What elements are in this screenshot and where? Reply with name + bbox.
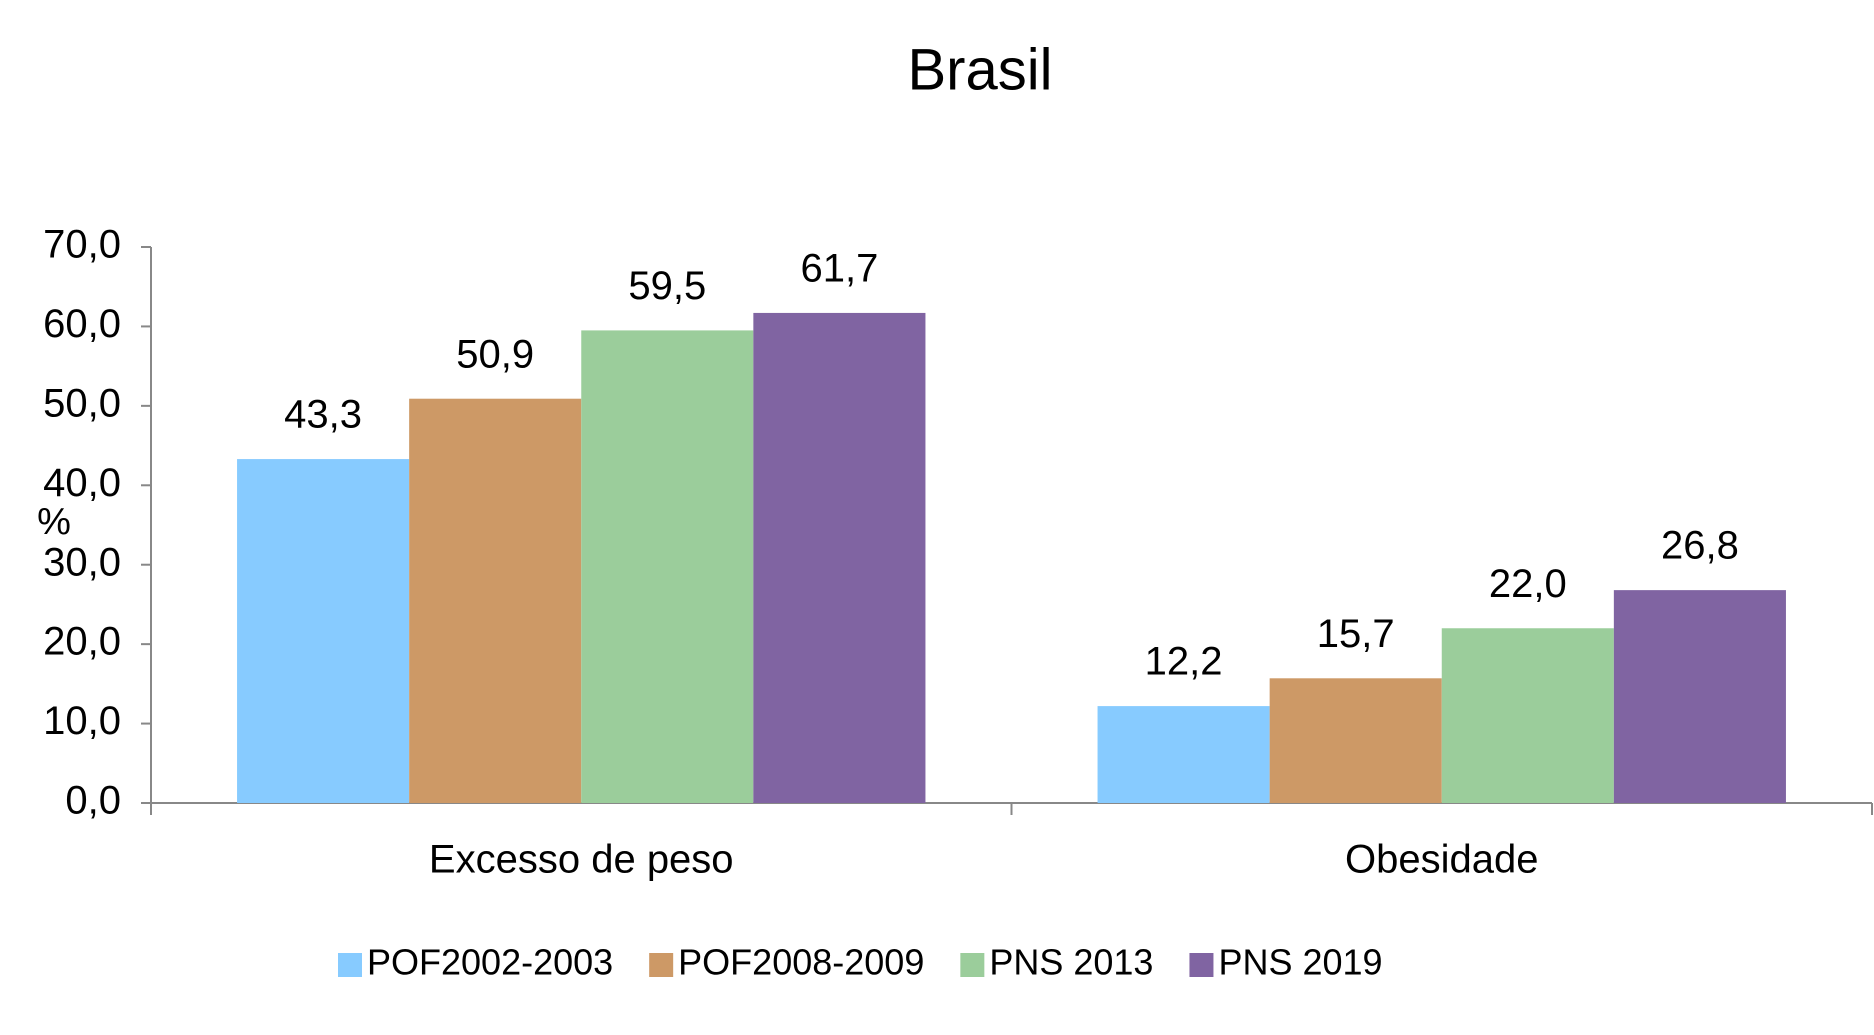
x-tick-label: Obesidade [1345, 838, 1538, 882]
y-axis-label: % [37, 501, 71, 543]
y-tick-label: 20,0 [43, 620, 121, 664]
bar [1269, 678, 1442, 803]
data-label: 12,2 [1145, 640, 1223, 684]
bar [409, 398, 582, 803]
data-label: 26,8 [1661, 524, 1739, 568]
y-tick-label: 30,0 [43, 540, 121, 584]
y-tick-label: 0,0 [65, 779, 121, 823]
bar [1097, 706, 1270, 803]
y-tick-label: 70,0 [43, 223, 121, 267]
chart-title: Brasil [907, 37, 1052, 102]
bar [1613, 590, 1786, 803]
data-label: 43,3 [284, 393, 362, 437]
legend-label: POF2008-2009 [678, 942, 924, 983]
legend-swatch [960, 953, 985, 977]
legend-swatch [338, 953, 362, 977]
data-label: 22,0 [1489, 562, 1567, 606]
legend-label: PNS 2013 [989, 942, 1153, 983]
y-tick-label: 10,0 [43, 699, 121, 743]
data-label: 50,9 [456, 332, 534, 376]
bar [1441, 628, 1614, 803]
legend-swatch [1189, 953, 1214, 977]
y-tick-label: 50,0 [43, 381, 121, 425]
legend-label: PNS 2019 [1218, 942, 1382, 983]
data-label: 61,7 [800, 246, 878, 290]
bar [237, 459, 410, 803]
y-tick-label: 40,0 [43, 461, 121, 505]
bar [581, 330, 754, 803]
legend-label: POF2002-2003 [367, 942, 613, 983]
x-tick-label: Excesso de peso [429, 838, 734, 882]
bar [753, 312, 926, 803]
legend-swatch [649, 953, 674, 977]
data-label: 15,7 [1317, 612, 1395, 656]
data-label: 59,5 [628, 264, 706, 308]
y-tick-label: 60,0 [43, 302, 121, 346]
